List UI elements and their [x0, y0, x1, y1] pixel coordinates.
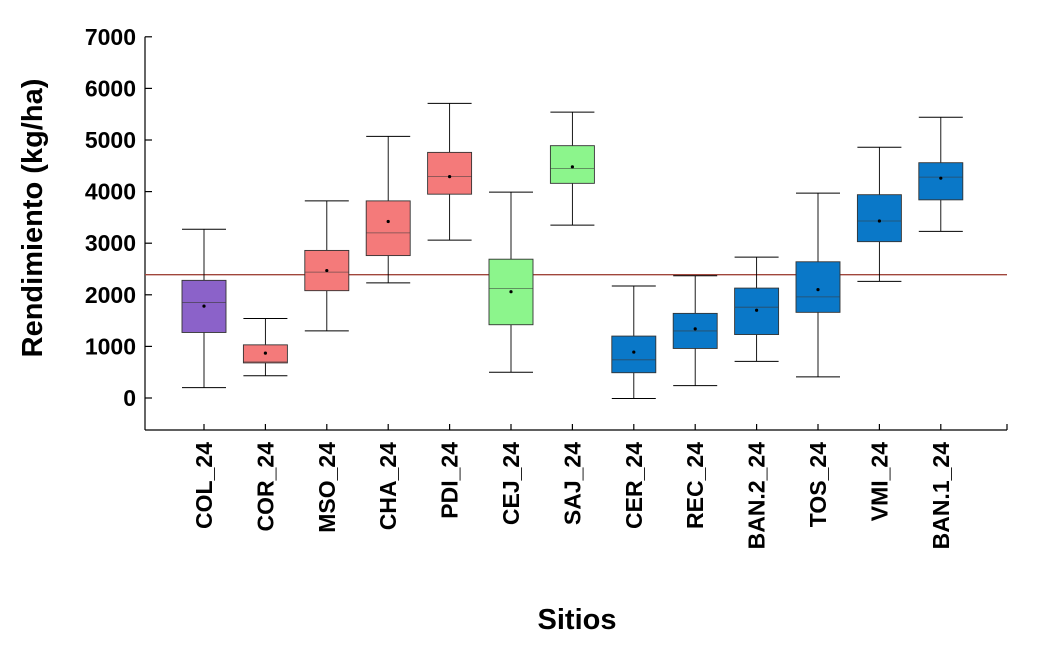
x-axis-title: Sitios: [538, 604, 617, 636]
y-tick-label: 0: [123, 385, 136, 411]
y-tick-label: 2000: [85, 282, 136, 308]
boxes-group: [181, 102, 964, 400]
x-tick-label: CEJ_24: [498, 442, 524, 525]
x-tick-label: SAJ_24: [559, 442, 585, 525]
box-cor-24: [242, 318, 288, 377]
mean-point: [325, 268, 329, 273]
y-tick-label: 3000: [85, 230, 136, 256]
x-tick-label: REC_24: [682, 442, 708, 529]
y-tick-label: 7000: [85, 24, 136, 50]
box-saj-24: [549, 111, 595, 226]
iqr-box: [611, 335, 657, 374]
mean-point: [939, 176, 943, 180]
box-mso-24: [304, 200, 350, 332]
mean-point: [386, 219, 390, 224]
box-tos-24: [795, 192, 841, 378]
x-tick-label: PDI_24: [437, 442, 463, 519]
y-axis-title: Rendimiento (kg/ha): [17, 79, 49, 358]
x-tick-label: VMI_24: [866, 442, 892, 521]
x-tick-label: BAN.1_24: [928, 442, 954, 550]
y-tick-label: 1000: [85, 333, 136, 359]
mean-point: [448, 175, 452, 179]
box-cha-24: [365, 135, 411, 284]
box-ban-1-24: [918, 116, 964, 232]
box-cej-24: [488, 191, 534, 373]
x-tick-label: TOS_24: [805, 442, 831, 527]
y-tick-label: 4000: [85, 179, 136, 205]
iqr-box: [365, 200, 411, 257]
mean-point: [816, 288, 820, 292]
mean-point: [693, 327, 697, 331]
iqr-box: [549, 145, 595, 184]
mean-point: [202, 304, 206, 308]
y-axis-ticks: 0 1000 2000 3000 4000 5000 6000 7000: [85, 24, 152, 430]
iqr-box: [918, 162, 964, 201]
mean-point: [509, 290, 513, 294]
mean-point: [755, 308, 759, 312]
mean-point: [877, 219, 882, 223]
mean-point: [632, 350, 636, 354]
x-tick-label: MSO_24: [314, 442, 340, 533]
iqr-box: [856, 194, 902, 243]
box-col-24: [181, 228, 227, 389]
iqr-box: [427, 151, 473, 195]
mean-point: [263, 351, 267, 355]
x-tick-label: BAN.2_24: [744, 442, 770, 550]
x-axis: [145, 424, 1008, 431]
box-pdi-24: [427, 102, 473, 241]
box-vmi-24: [856, 146, 902, 282]
x-tick-label: COR_24: [252, 442, 278, 532]
x-tick-label: CER_24: [621, 442, 647, 529]
box-rec-24: [672, 275, 718, 387]
x-tick-label: CHA_24: [375, 442, 401, 530]
x-tick-label: COL_24: [191, 442, 217, 529]
y-tick-label: 5000: [85, 127, 136, 153]
y-tick-label: 6000: [85, 75, 136, 101]
x-tick-labels: COL_24 COR_24 MSO_24 CHA_24 PDI_24 CEJ_24 SAJ_…: [191, 442, 954, 550]
box-cer-24: [611, 285, 657, 400]
mean-point: [570, 165, 575, 169]
box-ban-2-24: [734, 256, 780, 362]
iqr-box: [795, 261, 841, 313]
